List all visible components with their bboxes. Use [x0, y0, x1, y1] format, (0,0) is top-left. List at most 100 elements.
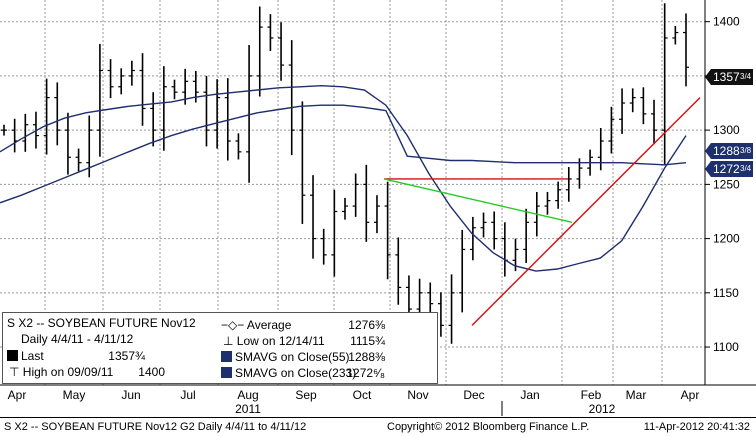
high-marker-icon: ⊤ — [9, 365, 23, 379]
x-tick-label: Aug — [237, 388, 258, 402]
price-bar — [629, 88, 636, 113]
price-bar — [235, 133, 242, 160]
price-bar — [352, 173, 359, 217]
price-bar — [214, 79, 221, 149]
y-tick-label: 1150 — [713, 286, 739, 300]
price-bar — [459, 229, 466, 313]
x-tick-label: Oct — [353, 388, 372, 402]
x-year-label: 2011 — [235, 402, 261, 416]
footer-timestamp: 11-Apr-2012 20:41:32 — [643, 421, 750, 433]
legend-sma55-label: SMAVG on Close(55) — [235, 350, 350, 364]
price-bar — [107, 59, 114, 99]
price-bar — [491, 211, 498, 250]
price-tag-label: 1357 — [713, 70, 740, 84]
price-bar — [299, 101, 306, 224]
x-tick-label: Jul — [180, 388, 195, 402]
price-tag-fraction: 3/4 — [740, 164, 752, 173]
y-tick-label: 1250 — [713, 177, 740, 191]
price-bar — [128, 60, 135, 86]
legend-last-value: 1357¾ — [108, 349, 145, 363]
x-tick-label: Apr — [8, 388, 27, 402]
price-bar — [373, 195, 380, 234]
y-tick-label: 1300 — [713, 123, 740, 137]
legend-last: Last — [7, 348, 44, 364]
price-bar — [86, 115, 93, 178]
price-bar — [320, 228, 327, 265]
price-bar — [619, 88, 626, 134]
legend-high: ⊤ High on 09/09/11 — [9, 364, 113, 380]
price-tag-fraction: 3/8 — [740, 146, 752, 155]
y-tick-label: 1100 — [713, 340, 739, 354]
price-bar — [363, 164, 370, 242]
legend-low-value: 1115¾ — [350, 334, 385, 348]
price-bar — [469, 216, 476, 261]
price-bar — [523, 208, 530, 263]
price-bar — [608, 106, 615, 154]
legend-average-value: 1276⅜ — [348, 318, 385, 332]
x-axis: Apr May Jun Jul Aug Sep Oct Nov Dec Jan Feb Mar Apr 2… — [8, 388, 700, 416]
legend-average: −◇− Average — [221, 317, 291, 333]
chart-legend: S X2 -- SOYBEAN FUTURE Nov12 Daily 4/4/1… — [2, 312, 438, 384]
price-bar — [22, 113, 29, 152]
price-bar — [395, 237, 402, 305]
price-bar — [480, 212, 487, 238]
price-tag-label: 1272 — [713, 162, 740, 176]
price-bar — [118, 68, 125, 95]
x-tick-label: Jun — [121, 388, 140, 402]
price-bar — [256, 6, 263, 97]
x-tick-label: Dec — [463, 388, 484, 402]
price-bar — [96, 43, 103, 157]
price-bar — [651, 99, 658, 145]
price-tag: 1272 3/4 — [705, 161, 753, 177]
legend-high-value: 1400 — [138, 365, 165, 379]
price-bar — [75, 148, 82, 172]
last-swatch-icon — [7, 350, 18, 361]
price-tag: 1357 3/4 — [705, 69, 753, 85]
price-bar — [139, 53, 146, 126]
price-bar — [43, 78, 50, 155]
price-bar — [427, 282, 434, 314]
price-bar — [342, 197, 348, 220]
footer-security: S X2 -- SOYBEAN FUTURE Nov12 G2 Daily 4/… — [4, 421, 307, 433]
x-year-label: 2012 — [589, 402, 616, 416]
price-bar — [1, 124, 7, 136]
x-tick-label: Nov — [407, 388, 428, 402]
price-bar — [224, 78, 231, 161]
low-marker-icon: ⊥ — [223, 334, 237, 348]
sma233-swatch-icon — [221, 367, 232, 378]
price-bar — [150, 92, 157, 147]
y-axis: 1100115012001250130013501400 — [705, 15, 740, 354]
x-tick-label: Feb — [581, 388, 602, 402]
price-bar — [331, 189, 338, 277]
price-bar — [64, 112, 71, 175]
price-tag-box — [705, 69, 753, 85]
legend-low-label: Low on 12/14/11 — [236, 334, 325, 348]
legend-security: S X2 -- SOYBEAN FUTURE Nov12 — [7, 316, 196, 330]
price-bar — [171, 79, 178, 100]
price-bar — [683, 13, 689, 87]
trend-line — [471, 97, 701, 326]
legend-last-label: Last — [21, 349, 44, 363]
x-tick-label: Apr — [681, 388, 700, 402]
legend-low: ⊥ Low on 12/14/11 — [223, 333, 325, 349]
price-bar — [246, 45, 253, 183]
price-bar — [565, 167, 572, 202]
legend-sma55-value: 1288⅜ — [348, 350, 385, 364]
average-marker-icon: −◇− — [221, 318, 247, 332]
price-bar — [160, 66, 167, 151]
price-bar — [555, 181, 562, 209]
y-tick-label: 1400 — [713, 15, 740, 29]
price-bar — [672, 26, 679, 45]
price-bar — [203, 75, 210, 147]
legend-sma233-value: 1272⁶⁄₈ — [346, 366, 385, 380]
price-bar — [661, 3, 668, 165]
sma55-line — [0, 84, 687, 272]
price-tag: 1288 3/8 — [705, 143, 753, 159]
price-tag-box — [705, 143, 753, 159]
price-bar — [310, 175, 317, 259]
price-tag-box — [705, 161, 753, 177]
x-tick-label: Jan — [520, 388, 539, 402]
sma233-line — [0, 104, 687, 204]
legend-period: Daily 4/4/11 - 4/11/12 — [21, 332, 134, 346]
